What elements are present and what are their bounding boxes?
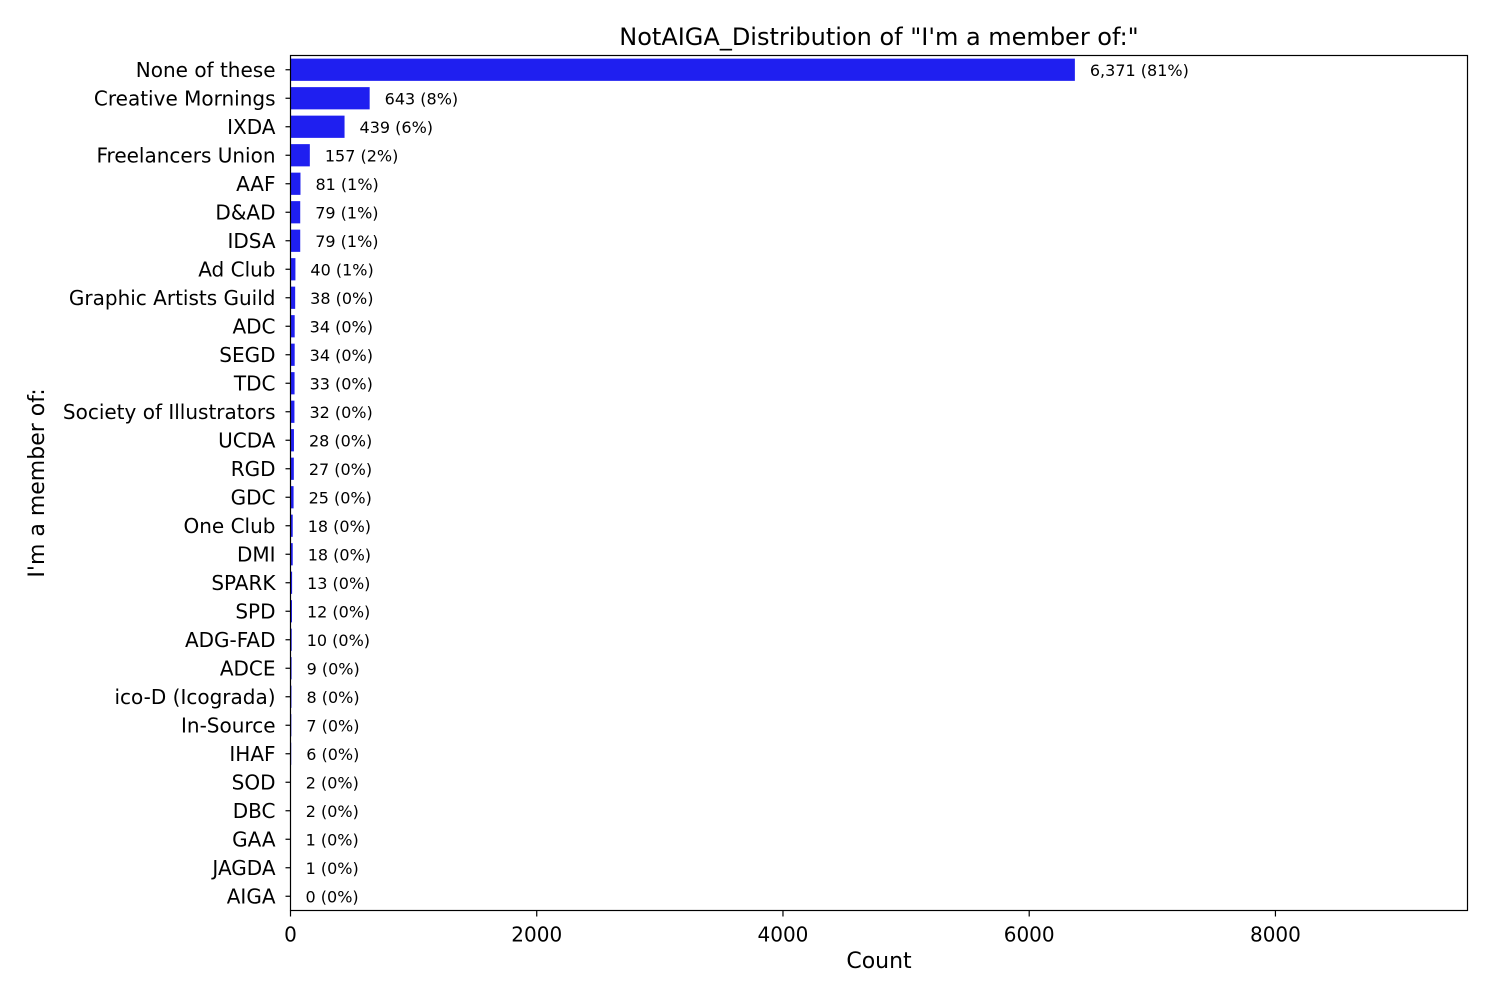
y-tick-label: GAA — [232, 827, 276, 851]
data-labels-group: 6,371 (81%) 643 (8%) 439 (6%) 157 (2%) 81 (1… — [306, 61, 1189, 907]
data-label: 28 (0%) — [309, 431, 372, 450]
data-label: 33 (0%) — [310, 374, 373, 393]
bar — [290, 372, 295, 395]
data-label: 34 (0%) — [310, 346, 373, 365]
bar — [290, 628, 292, 651]
data-label: 34 (0%) — [310, 317, 373, 336]
data-label: 1 (0%) — [306, 830, 359, 849]
bar — [290, 286, 296, 309]
bar — [290, 172, 301, 195]
x-tick-label: 4000 — [758, 923, 809, 947]
x-tick-label: 8000 — [1250, 923, 1301, 947]
y-tick-label: RGD — [231, 457, 276, 481]
y-tick-label: IHAF — [229, 742, 275, 766]
bar — [290, 400, 295, 423]
y-tick-label: Graphic Artists Guild — [69, 286, 276, 310]
data-label: 439 (6%) — [360, 118, 434, 137]
data-label: 643 (8%) — [385, 89, 459, 108]
data-label: 13 (0%) — [307, 574, 370, 593]
y-tick-label: SPARK — [211, 571, 276, 595]
chart-title: NotAIGA_Distribution of "I'm a member of… — [619, 23, 1138, 51]
data-label: 10 (0%) — [307, 631, 370, 650]
data-label: 9 (0%) — [307, 659, 360, 678]
y-tick-label: IXDA — [227, 115, 276, 139]
bar — [290, 58, 1075, 81]
y-tick-label: Freelancers Union — [96, 143, 275, 167]
data-label: 32 (0%) — [309, 403, 372, 422]
bar — [290, 343, 295, 366]
y-tick-label: ico-D (Icograda) — [115, 685, 276, 709]
y-tick-label: ADG-FAD — [185, 628, 276, 652]
x-tick-label: 6000 — [1004, 923, 1055, 947]
y-tick-label: AAF — [236, 172, 275, 196]
data-label: 38 (0%) — [310, 289, 373, 308]
data-label: 79 (1%) — [315, 232, 378, 251]
bar — [290, 87, 370, 110]
y-tick-label: DMI — [237, 542, 276, 566]
data-label: 18 (0%) — [308, 517, 371, 536]
data-label: 79 (1%) — [315, 203, 378, 222]
y-tick-label: Ad Club — [198, 257, 275, 281]
plot-frame — [289, 54, 1469, 912]
data-label: 7 (0%) — [306, 716, 359, 735]
y-axis: None of these Creative Mornings IXDA Freela… — [63, 58, 291, 908]
x-axis-label: Count — [846, 949, 912, 974]
y-tick-label: Creative Mornings — [94, 86, 276, 110]
y-tick-label: UCDA — [218, 428, 276, 452]
y-tick-label: AIGA — [227, 884, 276, 908]
y-tick-label: D&AD — [215, 200, 275, 224]
x-tick-label: 0 — [284, 923, 297, 947]
data-label: 6,371 (81%) — [1090, 61, 1189, 80]
bar — [290, 514, 293, 537]
bar — [290, 115, 345, 138]
y-tick-label: TDC — [233, 371, 276, 395]
y-tick-label: DBC — [233, 799, 276, 823]
bar — [290, 258, 296, 281]
data-label: 40 (1%) — [310, 260, 373, 279]
bar — [290, 543, 293, 566]
data-label: 2 (0%) — [306, 773, 359, 792]
y-tick-label: None of these — [136, 58, 276, 82]
data-label: 12 (0%) — [307, 602, 370, 621]
x-axis: 0 2000 4000 6000 8000 — [284, 910, 1301, 947]
bar — [290, 229, 301, 252]
bar — [290, 429, 294, 452]
data-label: 6 (0%) — [306, 745, 359, 764]
y-tick-label: One Club — [184, 514, 276, 538]
data-label: 157 (2%) — [325, 146, 399, 165]
data-label: 0 (0%) — [306, 887, 359, 906]
data-label: 2 (0%) — [306, 802, 359, 821]
y-tick-label: Society of Illustrators — [63, 400, 276, 424]
bar — [290, 486, 294, 509]
bar — [290, 600, 292, 623]
y-axis-label: I'm a member of: — [25, 388, 50, 577]
y-tick-label: IDSA — [227, 229, 275, 253]
y-tick-label: In-Source — [181, 713, 275, 737]
bars-group — [290, 58, 1075, 879]
y-tick-label: ADCE — [220, 656, 276, 680]
y-tick-label: SOD — [232, 770, 276, 794]
data-label: 81 (1%) — [315, 175, 378, 194]
data-label: 18 (0%) — [308, 545, 371, 564]
data-label: 27 (0%) — [309, 460, 372, 479]
bar — [290, 315, 295, 338]
data-label: 25 (0%) — [309, 488, 372, 507]
bar — [290, 457, 294, 480]
x-tick-label: 2000 — [511, 923, 562, 947]
data-label: 1 (0%) — [306, 859, 359, 878]
y-tick-label: SPD — [235, 599, 275, 623]
y-tick-label: SEGD — [219, 343, 275, 367]
bar — [290, 144, 310, 167]
bar — [290, 571, 293, 594]
bar — [290, 201, 301, 224]
y-tick-label: ADC — [232, 314, 275, 338]
y-tick-label: JAGDA — [210, 856, 275, 880]
y-tick-label: GDC — [231, 485, 276, 509]
data-label: 8 (0%) — [306, 688, 359, 707]
